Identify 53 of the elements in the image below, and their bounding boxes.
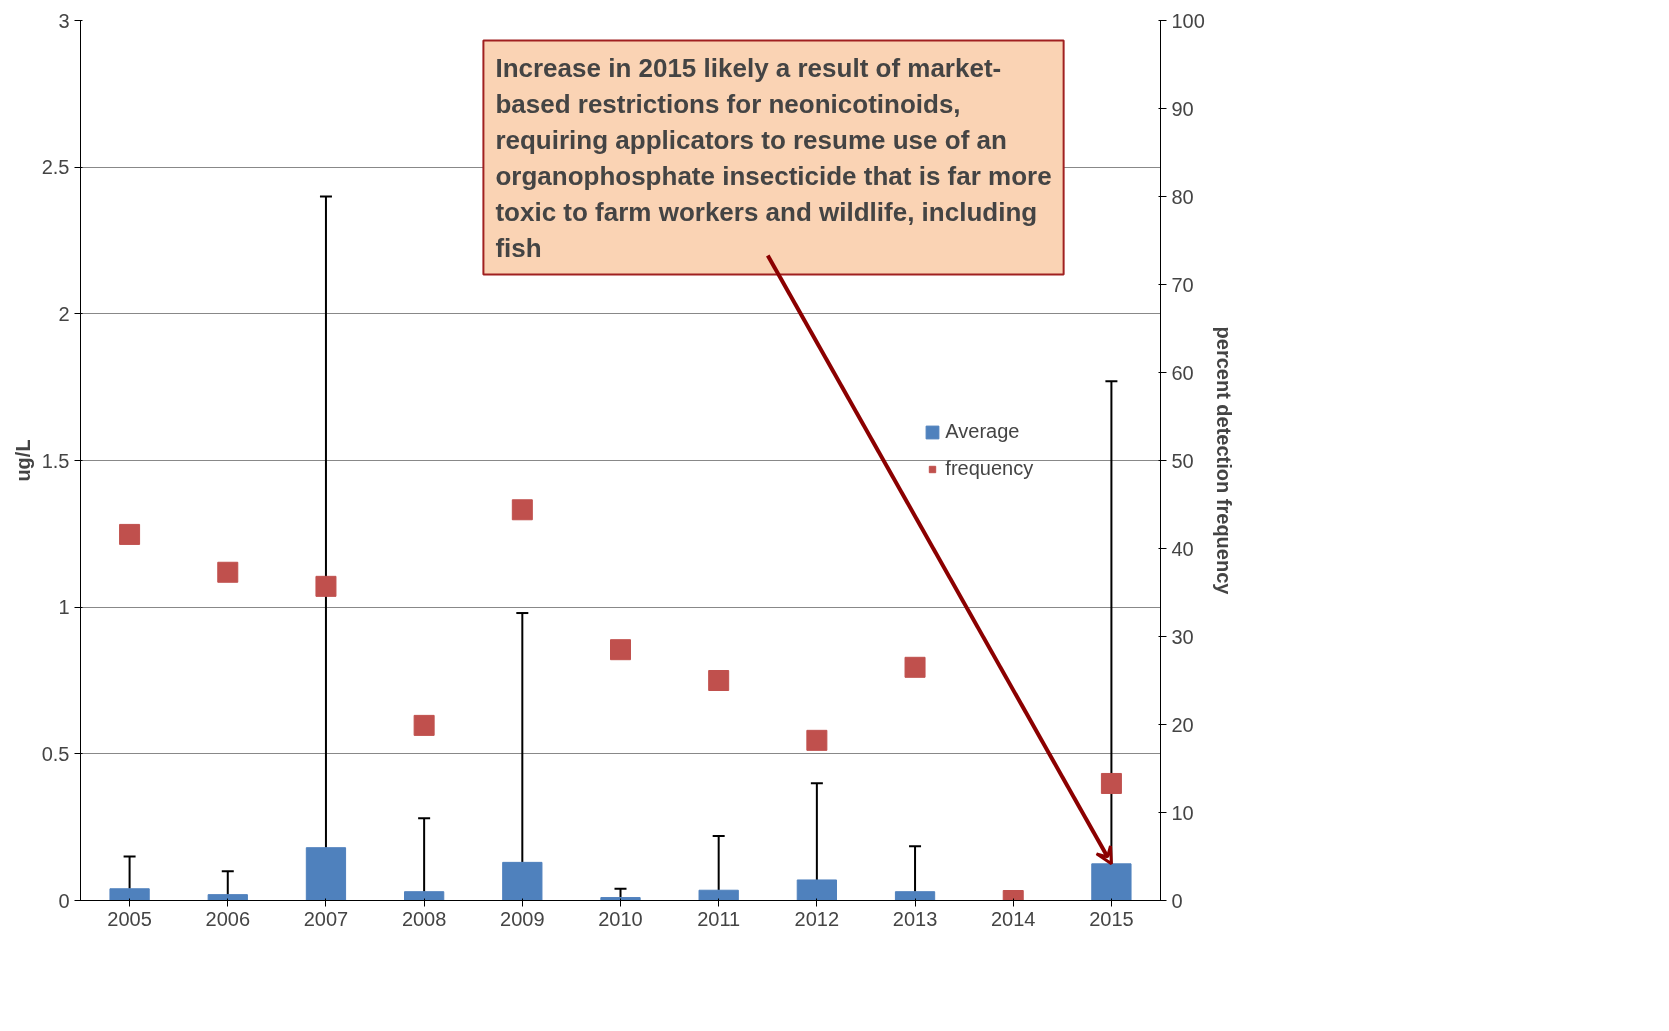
point bbox=[511, 499, 533, 521]
y2-tick-label: 60 bbox=[1171, 361, 1194, 384]
point bbox=[1100, 772, 1122, 794]
legend-label: frequency bbox=[945, 457, 1034, 480]
y2-tick-label: 30 bbox=[1171, 625, 1194, 648]
bar bbox=[404, 891, 445, 901]
bar bbox=[305, 847, 347, 901]
bar bbox=[894, 891, 936, 901]
y-tick-label: 0.5 bbox=[41, 742, 70, 765]
y2-axis-title: percent detection frequency bbox=[1212, 326, 1235, 596]
y2-tick-label: 10 bbox=[1171, 801, 1194, 824]
x-tick-label: 2011 bbox=[697, 907, 741, 930]
x-tick-label: 2015 bbox=[1089, 907, 1134, 930]
x-tick-label: 2013 bbox=[892, 907, 938, 930]
y2-tick-label: 0 bbox=[1171, 889, 1183, 912]
point bbox=[217, 561, 239, 583]
x-tick-label: 2008 bbox=[401, 907, 447, 930]
point bbox=[413, 714, 435, 736]
bar bbox=[502, 861, 543, 901]
legend-label: Average bbox=[945, 420, 1020, 443]
point bbox=[610, 639, 631, 661]
bar bbox=[796, 879, 837, 901]
y2-tick-label: 50 bbox=[1171, 449, 1194, 472]
bar bbox=[109, 888, 150, 901]
point bbox=[119, 523, 141, 545]
point bbox=[708, 670, 730, 691]
x-tick-label: 2009 bbox=[500, 907, 545, 930]
point bbox=[904, 656, 926, 678]
x-tick-label: 2007 bbox=[303, 907, 349, 930]
y2-tick-label: 100 bbox=[1171, 9, 1205, 32]
bar bbox=[1091, 863, 1132, 901]
y-tick-label: 1.5 bbox=[41, 449, 70, 472]
y-tick-label: 0 bbox=[58, 889, 70, 912]
y-tick-label: 2.5 bbox=[41, 156, 70, 179]
point bbox=[806, 729, 828, 751]
x-tick-label: 2006 bbox=[205, 907, 251, 930]
y2-tick-label: 20 bbox=[1171, 713, 1194, 736]
y-axis-title: ug/L bbox=[11, 439, 34, 482]
annotation: Increase in 2015 likely a result of market-based restrictions for neonicotinoids, requiring applicators to resume use of an organophosphate insecticide that is far more toxic to farm workers and wildlife, including fish bbox=[495, 52, 1052, 263]
bar bbox=[207, 894, 248, 901]
y2-tick-label: 40 bbox=[1171, 537, 1194, 560]
x-tick-label: 2010 bbox=[598, 907, 643, 930]
y-tick-label: 2 bbox=[58, 302, 70, 325]
point bbox=[315, 575, 337, 597]
x-tick-label: 2012 bbox=[794, 907, 840, 930]
bar bbox=[698, 889, 739, 901]
x-tick-label: 2005 bbox=[107, 907, 152, 930]
y2-tick-label: 80 bbox=[1171, 185, 1194, 208]
y-tick-label: 1 bbox=[58, 596, 70, 619]
y2-tick-label: 90 bbox=[1171, 97, 1194, 120]
x-tick-label: 2014 bbox=[990, 907, 1036, 930]
y2-tick-label: 70 bbox=[1171, 273, 1194, 296]
y-tick-label: 3 bbox=[58, 9, 70, 32]
